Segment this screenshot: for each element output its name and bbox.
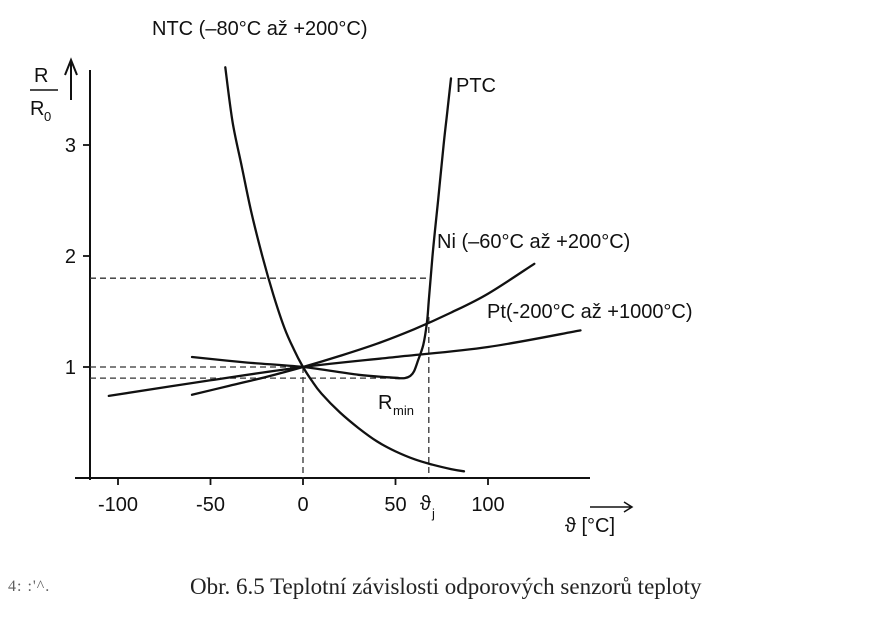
y-tick-label: 2 [65,246,76,268]
x-tick-label: -100 [98,494,138,516]
ptc-label: PTC [456,75,496,97]
pt-label: Pt(-200°C až +1000°C) [487,301,693,323]
theta-j-sub: j [431,506,435,521]
ni-curve [190,262,536,396]
y-tick-label: 1 [65,357,76,379]
x-tick-label: 50 [384,494,406,516]
tick-labels: -100 -50 0 50 100 1 2 3 [65,135,505,516]
caption-prefix: 4: :'^. [8,578,51,595]
figure-caption: Obr. 6.5 Teplotní závislosti odporových … [190,574,702,599]
x-tick-label: 100 [471,494,504,516]
ni-label: Ni (–60°C až +200°C) [437,231,630,253]
ntc-curve [224,66,466,473]
x-tick-label: -50 [196,494,225,516]
theta-j-label: ϑ [420,493,431,515]
y-axis-label-denominator: R [30,98,44,120]
y-axis-label-denominator-sub: 0 [44,109,51,124]
axes [64,57,590,480]
ptc-base-curve [190,355,401,380]
y-tick-label: 3 [65,135,76,157]
rmin-label: R [378,392,392,414]
pt-curve [107,329,582,398]
rmin-sub: min [393,403,414,418]
ntc-label: NTC (–80°C až +200°C) [152,18,368,40]
x-axis-label-arrow-icon [590,501,634,513]
series-curves [107,66,582,473]
x-tick-label: 0 [297,494,308,516]
y-axis-label-numerator: R [34,65,48,87]
guide-lines [90,277,430,478]
x-axis-label: ϑ [°C] [565,515,615,537]
